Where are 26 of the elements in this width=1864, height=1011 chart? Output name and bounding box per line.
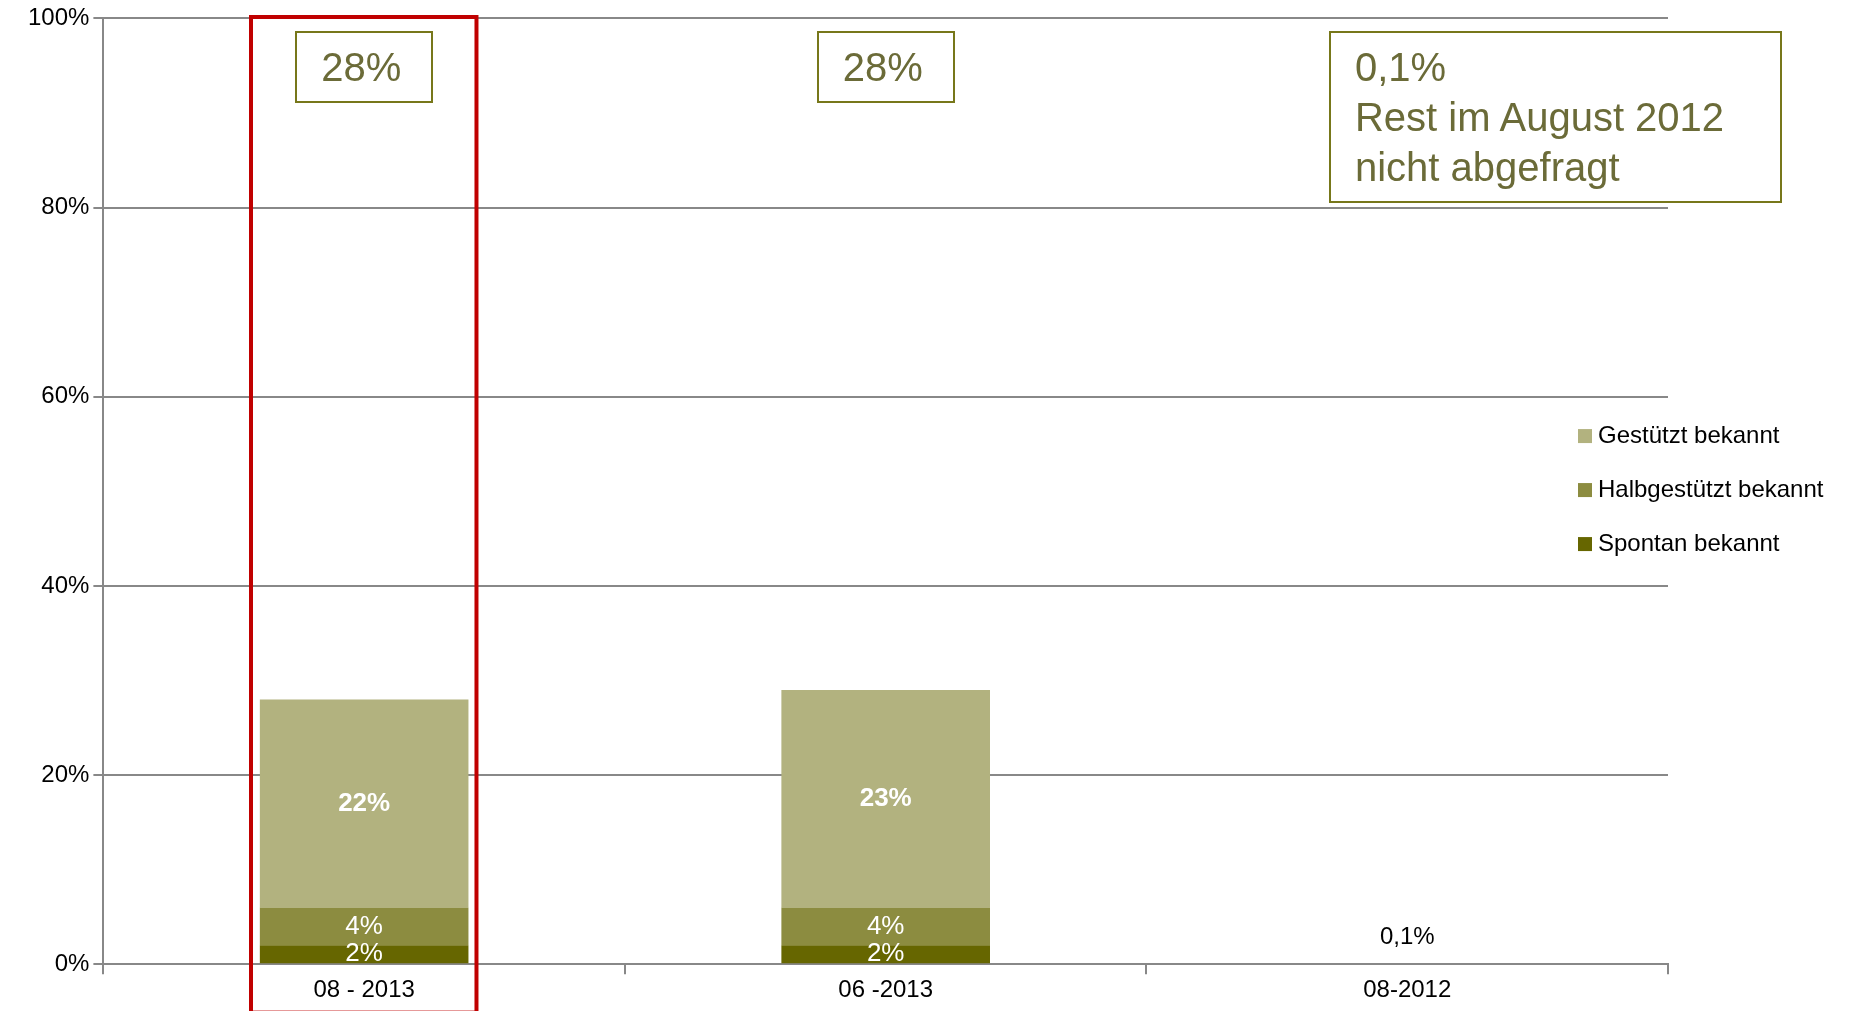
y-tick-label: 20% <box>41 759 90 787</box>
y-tick-label: 80% <box>41 192 90 220</box>
legend-label: Gestützt bekannt <box>1598 420 1780 448</box>
y-tick-label: 60% <box>41 381 90 409</box>
data-label: 23% <box>859 781 912 812</box>
y-tick-label: 100% <box>27 3 90 31</box>
data-label: 22% <box>338 786 391 817</box>
legend-label: Spontan bekannt <box>1598 528 1780 556</box>
data-label: 0,1% <box>1379 921 1435 949</box>
y-tick-label: 0% <box>54 948 90 976</box>
data-label: 2% <box>345 937 383 968</box>
x-tick-label: 08 - 2013 <box>313 975 415 1003</box>
x-tick-label: 06 -2013 <box>838 975 934 1003</box>
annotation: 0,1% Rest im August 2012 nicht abgefragt <box>1328 31 1783 204</box>
data-label: 4% <box>866 909 905 940</box>
annotation: 28% <box>816 31 955 104</box>
bar <box>781 689 990 908</box>
x-tick-label: 08-2012 <box>1363 975 1452 1003</box>
bar <box>781 945 990 964</box>
data-label: 2% <box>866 937 905 968</box>
legend-label: Halbgestützt bekannt <box>1598 474 1824 502</box>
bar <box>259 699 469 908</box>
bar <box>259 945 469 964</box>
annotation: 28% <box>295 31 434 104</box>
data-label: 4% <box>345 909 383 940</box>
y-tick-label: 40% <box>41 570 90 598</box>
